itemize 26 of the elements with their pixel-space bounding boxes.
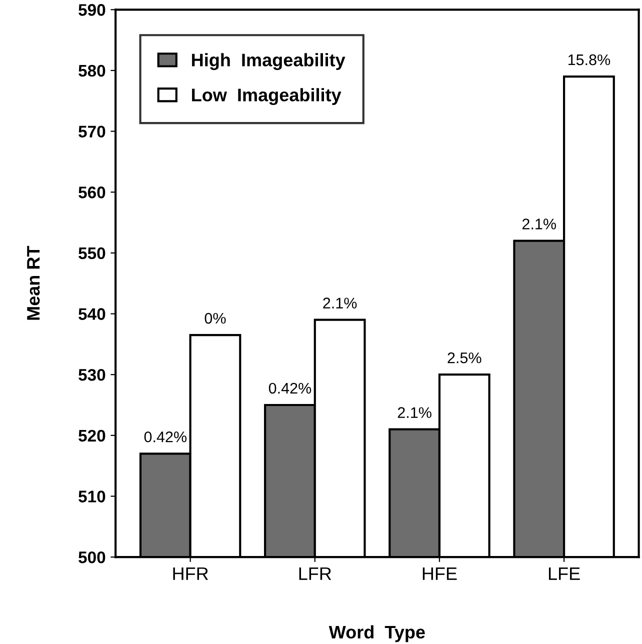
y-axis-title: Mean RT (27, 246, 40, 320)
annotation: 15.8% (568, 54, 610, 66)
x-axis-title: Word Type (328, 625, 425, 642)
x-tick-label: LFR (299, 567, 332, 580)
y-tick-label: 550 (78, 247, 106, 260)
y-tick-label: 590 (78, 4, 106, 16)
y-tick-label: 530 (78, 368, 106, 381)
y-tick-label: 500 (78, 551, 106, 564)
annotation: 2.1% (522, 218, 556, 230)
annotation: 2.1% (398, 407, 432, 418)
x-tick-label: HFR (173, 567, 208, 580)
y-tick-label: 580 (78, 64, 106, 77)
annotation: 0% (204, 312, 226, 324)
x-tick-label: LFE (548, 567, 580, 580)
legend-label: High Imageability (192, 53, 346, 70)
annotation: 2.1% (323, 298, 357, 308)
y-tick-label: 540 (78, 308, 106, 320)
annotation: 2.5% (448, 352, 482, 364)
x-tick-label: HFE (422, 567, 457, 580)
y-tick-label: 520 (78, 430, 106, 442)
legend-label: Low Imageability (192, 88, 342, 106)
y-tick-label: 570 (78, 126, 106, 138)
annotation: 0.42% (268, 382, 312, 394)
y-tick-label: 510 (78, 490, 106, 502)
y-tick-label: 560 (78, 186, 106, 198)
annotation: 0.42% (144, 431, 187, 442)
